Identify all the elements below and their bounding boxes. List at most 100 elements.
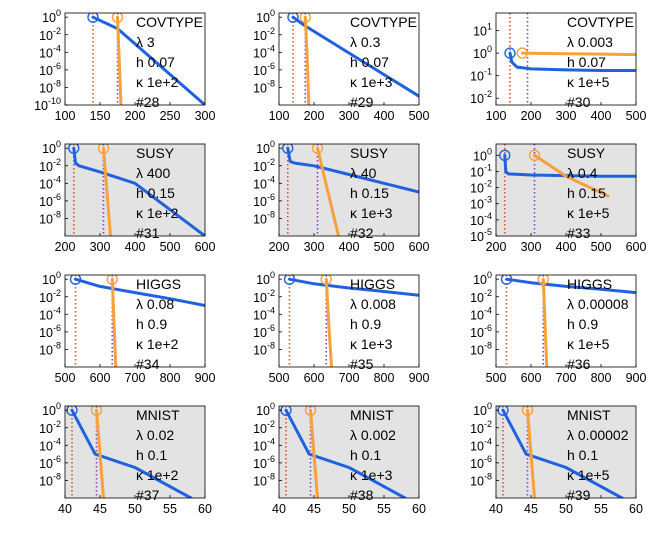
annotation-dataset: HIGGS <box>350 276 395 292</box>
y-tick-exponent: -4 <box>484 436 492 446</box>
y-tick-exponent: -2 <box>53 288 61 298</box>
y-tick-base: 10 <box>34 99 48 113</box>
y-tick-exponent: -2 <box>53 26 61 36</box>
annotation-dataset: COVTYPE <box>350 14 417 30</box>
y-tick-base: 10 <box>39 291 53 305</box>
y-tick-base: 10 <box>470 165 484 179</box>
annotation-lambda: λ 0.00002 <box>567 427 629 443</box>
marker-blue <box>68 144 80 154</box>
annotation-dataset: MNIST <box>567 407 611 423</box>
y-tick-base: 10 <box>470 308 484 322</box>
x-tick-label: 55 <box>163 502 177 516</box>
x-tick-label: 60 <box>198 502 212 516</box>
marker-orange <box>97 144 110 154</box>
y-tick-exponent: -6 <box>53 454 61 464</box>
y-tick-exponent: -4 <box>267 174 275 184</box>
annotation-number: #35 <box>350 356 374 372</box>
series-line-blue <box>284 408 407 498</box>
y-tick-base: 10 <box>256 142 270 156</box>
annotation-kappa: κ 1e+2 <box>136 74 179 90</box>
annotation-h: h 0.15 <box>567 185 606 201</box>
y-tick-base: 10 <box>470 457 484 471</box>
plot-area <box>66 406 193 498</box>
annotation-lambda: λ 0.08 <box>136 296 174 312</box>
series-line-orange <box>526 408 536 498</box>
annotation-number: #39 <box>567 487 591 503</box>
annotation-h: h 0.07 <box>136 54 175 70</box>
y-tick-exponent: -2 <box>267 288 275 298</box>
y-tick-base: 10 <box>473 47 487 61</box>
x-tick-label: 700 <box>556 371 577 385</box>
annotation-kappa: κ 1e+2 <box>136 467 179 483</box>
x-tick-label: 400 <box>374 109 395 123</box>
y-tick-exponent: 0 <box>270 270 275 280</box>
y-tick-exponent: 0 <box>56 139 61 149</box>
y-tick-base: 10 <box>470 422 484 436</box>
x-tick-label: 55 <box>594 502 608 516</box>
x-tick-label: 55 <box>377 502 391 516</box>
series-line-orange <box>95 408 105 498</box>
y-tick-exponent: -2 <box>267 26 275 36</box>
y-tick-base: 10 <box>253 160 267 174</box>
plot-background <box>279 406 419 498</box>
annotation-dataset: SUSY <box>567 145 606 161</box>
y-tick-base: 10 <box>253 439 267 453</box>
annotation-kappa: κ 1e+3 <box>350 205 393 221</box>
y-tick-exponent: -6 <box>267 192 275 202</box>
y-tick-base: 10 <box>256 273 270 287</box>
subplot-8: 500 600 700 800 900010-210-410-610-810HIGGSλ… <box>253 270 429 385</box>
y-tick-exponent: -6 <box>53 323 61 333</box>
annotation-lambda: λ 0.4 <box>567 165 598 181</box>
x-tick-label: 500 <box>374 240 395 254</box>
x-tick-label: 600 <box>195 240 216 254</box>
y-tick-base: 10 <box>470 343 484 357</box>
plot-area <box>69 275 205 367</box>
y-tick-exponent: -6 <box>53 192 61 202</box>
marker-blue <box>287 13 299 23</box>
y-tick-exponent: -6 <box>53 61 61 71</box>
y-tick-exponent: -6 <box>267 61 275 71</box>
x-tick-label: 500 <box>591 240 612 254</box>
plot-area <box>87 13 205 105</box>
y-tick-base: 10 <box>39 422 53 436</box>
plot-area <box>500 275 636 367</box>
annotation-kappa: κ 1e+5 <box>567 467 610 483</box>
y-tick-exponent: -1 <box>484 67 492 77</box>
series-line-orange <box>110 277 118 367</box>
x-tick-label: 900 <box>195 371 216 385</box>
x-tick-label: 40 <box>489 502 503 516</box>
annotation-number: #33 <box>567 225 591 241</box>
y-tick-exponent: 0 <box>487 146 492 156</box>
marker-blue <box>282 144 294 154</box>
y-tick-exponent: -2 <box>484 288 492 298</box>
y-tick-exponent: -6 <box>484 323 492 333</box>
annotation-lambda: λ 0.002 <box>350 427 396 443</box>
annotation-kappa: κ 1e+2 <box>136 205 179 221</box>
annotation-h: h 0.9 <box>350 316 381 332</box>
marker-orange <box>106 275 118 285</box>
y-tick-exponent: -2 <box>267 157 275 167</box>
y-tick-base: 10 <box>256 404 270 418</box>
annotation-lambda: λ 0.3 <box>350 34 381 50</box>
annotation-lambda: λ 0.02 <box>136 427 174 443</box>
series-line-blue <box>505 277 636 295</box>
plot-area <box>280 406 407 498</box>
annotation-number: #38 <box>350 487 374 503</box>
plot-area <box>504 13 636 105</box>
y-tick-exponent: 0 <box>56 270 61 280</box>
y-tick-exponent: -2 <box>484 89 492 99</box>
y-tick-base: 10 <box>253 195 267 209</box>
x-tick-label: 900 <box>409 371 430 385</box>
y-tick-base: 10 <box>470 92 484 106</box>
y-tick-base: 10 <box>253 64 267 78</box>
y-tick-exponent: -8 <box>484 340 492 350</box>
annotation-dataset: SUSY <box>136 145 175 161</box>
x-tick-label: 600 <box>521 371 542 385</box>
marker-orange <box>521 406 534 416</box>
series-line-blue <box>70 408 193 498</box>
annotation-lambda: λ 400 <box>136 165 170 181</box>
plot-background <box>279 13 419 105</box>
x-tick-label: 600 <box>409 240 430 254</box>
x-tick-label: 40 <box>58 502 72 516</box>
x-tick-label: 45 <box>93 502 107 516</box>
